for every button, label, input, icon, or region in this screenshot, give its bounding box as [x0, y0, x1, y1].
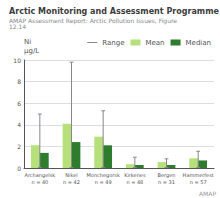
svg-text:Archangelsk: Archangelsk — [24, 172, 55, 179]
svg-text:n = 31: n = 31 — [158, 179, 175, 185]
svg-text:n = 49: n = 49 — [95, 179, 112, 185]
svg-text:2: 2 — [17, 143, 21, 150]
svg-text:Range: Range — [102, 39, 124, 47]
svg-text:Ni: Ni — [24, 38, 31, 46]
svg-text:6: 6 — [17, 100, 21, 107]
svg-text:4: 4 — [17, 121, 21, 128]
svg-text:n = 57: n = 57 — [190, 179, 207, 185]
svg-text:10: 10 — [13, 57, 21, 64]
svg-text:n = 42: n = 42 — [63, 179, 80, 185]
svg-text:AMAP Assessment Report: Arctic: AMAP Assessment Report: Arctic Pollution… — [9, 17, 179, 25]
svg-text:12.14: 12.14 — [9, 23, 26, 30]
svg-text:Kirkenes: Kirkenes — [124, 172, 146, 178]
svg-text:Monchegorsk: Monchegorsk — [87, 172, 120, 179]
svg-text:Median: Median — [186, 39, 211, 47]
svg-text:Nikel: Nikel — [65, 172, 77, 178]
svg-text:Mean: Mean — [145, 39, 164, 47]
svg-text:n = 40: n = 40 — [31, 179, 48, 185]
svg-text:8: 8 — [17, 78, 21, 85]
svg-text:Arctic Monitoring and Assessme: Arctic Monitoring and Assessment Program… — [9, 7, 219, 16]
svg-text:Bergen: Bergen — [158, 172, 176, 179]
svg-text:n = 48: n = 48 — [126, 179, 143, 185]
svg-text:μg/L: μg/L — [24, 47, 39, 55]
svg-text:Hammerfest: Hammerfest — [183, 172, 214, 178]
svg-text:AMAP: AMAP — [199, 190, 216, 197]
svg-text:0: 0 — [17, 165, 21, 172]
